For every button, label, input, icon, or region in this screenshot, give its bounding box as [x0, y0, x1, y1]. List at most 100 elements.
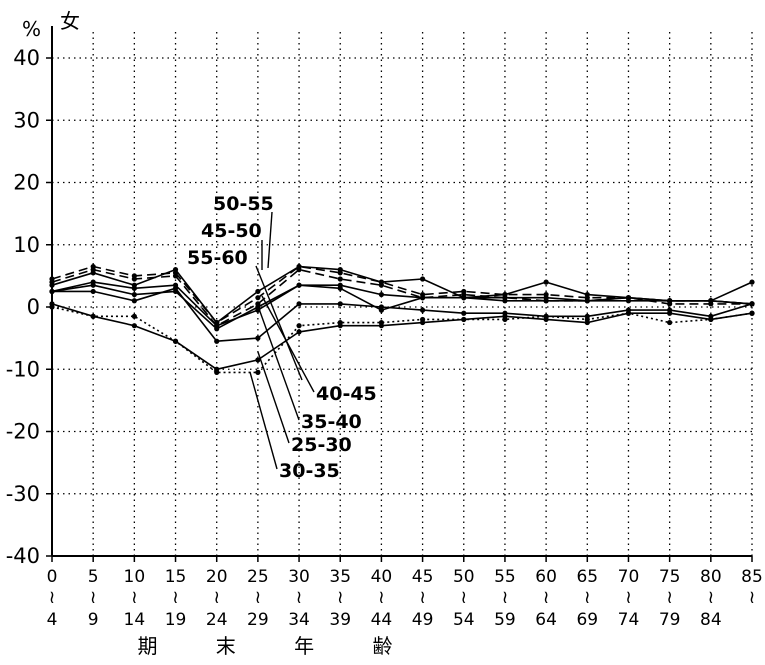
x-tick-label-end: 24	[206, 610, 228, 630]
x-tick-separator: ≀	[49, 587, 56, 608]
x-tick-label-start: 85	[741, 567, 763, 587]
x-tick-separator: ≀	[419, 587, 426, 608]
x-tick-label-start: 10	[124, 567, 146, 587]
data-point	[131, 285, 137, 291]
data-point	[296, 301, 302, 307]
x-tick-separator: ≀	[749, 587, 756, 608]
chart-title: 女	[60, 9, 80, 33]
data-point	[214, 338, 220, 344]
series-label: 45-50	[201, 220, 262, 242]
data-point	[419, 307, 426, 313]
x-tick-label-start: 60	[535, 567, 557, 587]
y-tick-label: -10	[6, 357, 40, 381]
annotation-leader	[267, 211, 273, 269]
x-tick-label-end: 84	[700, 610, 722, 630]
y-tick-label: 30	[13, 108, 40, 132]
annotation-leader	[257, 305, 300, 421]
x-tick-separator: ≀	[131, 587, 138, 608]
data-point	[49, 288, 55, 295]
x-tick-label-start: 0	[47, 567, 58, 587]
x-tick-label-end: 69	[576, 610, 598, 630]
y-axis-unit: %	[22, 17, 41, 41]
data-point	[90, 270, 96, 276]
data-point	[255, 335, 261, 341]
series-line	[51, 281, 753, 327]
data-point	[296, 329, 302, 335]
data-point	[667, 310, 673, 316]
x-tick-separator: ≀	[707, 587, 714, 608]
data-point	[214, 326, 220, 332]
x-tick-separator: ≀	[502, 587, 509, 608]
x-tick-separator: ≀	[255, 587, 262, 608]
data-point	[461, 310, 467, 316]
data-point	[131, 323, 137, 329]
data-point	[255, 288, 261, 295]
data-point	[708, 298, 714, 304]
data-point	[49, 282, 55, 288]
x-tick-separator: ≀	[213, 587, 220, 608]
x-tick-label-end: 64	[535, 610, 557, 630]
series-line	[51, 284, 753, 330]
x-tick-separator: ≀	[337, 587, 344, 608]
data-point	[296, 323, 302, 329]
x-tick-separator: ≀	[90, 587, 97, 608]
data-point	[49, 301, 55, 307]
y-tick-label: 20	[13, 171, 40, 195]
data-point	[255, 357, 261, 363]
y-tick-label: 10	[13, 233, 40, 257]
x-tick-label-end: 49	[412, 610, 434, 630]
data-point	[90, 313, 96, 319]
data-point	[131, 298, 137, 304]
series-45-50	[49, 267, 755, 329]
ticks: 403020100-10-20-30-400≀45≀910≀1415≀1920≀…	[6, 46, 763, 658]
data-point	[625, 310, 632, 316]
x-tick-label-end: 34	[288, 610, 310, 630]
series-35-40	[49, 282, 755, 332]
series-line	[51, 306, 753, 374]
series-25-30	[49, 285, 755, 344]
data-point	[337, 276, 343, 282]
data-point	[296, 282, 302, 288]
x-tick-label-start: 80	[700, 567, 722, 587]
x-tick-separator: ≀	[625, 587, 632, 608]
x-tick-label-end: 39	[329, 610, 351, 630]
x-tick-label-end: 19	[165, 610, 187, 630]
data-point	[378, 279, 385, 285]
data-point	[255, 295, 261, 301]
data-point	[543, 295, 549, 301]
data-point	[419, 276, 426, 282]
x-tick-label-start: 30	[288, 567, 310, 587]
data-point	[419, 295, 426, 301]
y-tick-label: -20	[6, 420, 40, 444]
data-point	[337, 323, 343, 329]
series-label: 25-30	[291, 434, 352, 456]
data-point	[502, 313, 508, 319]
x-tick-label-start: 20	[206, 567, 228, 587]
series-label: 30-35	[279, 460, 340, 482]
data-point	[378, 291, 385, 298]
x-tick-label-end: 59	[494, 610, 516, 630]
data-point	[90, 282, 96, 288]
x-tick-label-start: 50	[453, 567, 475, 587]
x-tick-label-end: 74	[618, 610, 640, 630]
data-point	[172, 273, 179, 279]
y-tick-label: 0	[27, 295, 40, 319]
x-tick-separator: ≀	[543, 587, 550, 608]
data-point	[131, 313, 137, 319]
data-point	[131, 276, 137, 282]
x-tick-label-end: 29	[247, 610, 269, 630]
data-point	[584, 291, 590, 298]
data-point	[214, 366, 220, 372]
data-point	[584, 298, 590, 304]
x-tick-label-end: 54	[453, 610, 475, 630]
annotation-leader	[257, 351, 290, 444]
x-tick-separator: ≀	[296, 587, 303, 608]
x-tick-label-start: 15	[165, 567, 187, 587]
x-axis-title: 期 末 年 齢	[137, 634, 418, 658]
x-tick-label-start: 55	[494, 567, 516, 587]
data-point	[296, 263, 302, 270]
x-tick-label-start: 65	[576, 567, 598, 587]
